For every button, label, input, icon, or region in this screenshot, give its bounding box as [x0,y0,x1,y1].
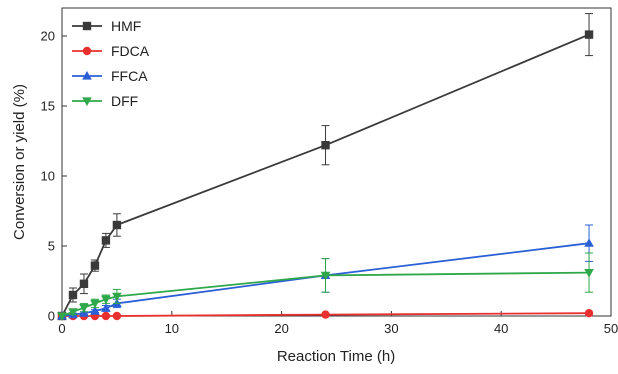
legend-item-hmf: HMF [72,18,141,34]
data-point-dff [584,269,594,278]
y-tick-label: 20 [41,29,55,44]
x-tick-label: 20 [274,321,288,336]
data-point-hmf [90,261,100,270]
data-point-dff [68,308,78,317]
x-tick-label: 40 [494,321,508,336]
y-tick-label: 0 [48,309,55,324]
series-layer [57,13,594,321]
data-point-dff [101,295,111,305]
legend-label-ffca: FFCA [111,68,148,84]
x-tick-label: 50 [604,321,618,336]
data-point-hmf [584,30,594,39]
data-point-dff [90,299,100,309]
x-tick-label: 30 [384,321,398,336]
legend-label-hmf: HMF [111,18,141,34]
y-tick-label: 5 [48,239,55,254]
series-dff [57,252,594,321]
data-point-fdca [584,309,594,318]
x-axis-label: Reaction Time (h) [277,348,395,365]
data-point-dff [320,271,331,281]
x-tick-label: 10 [165,321,179,336]
legend-marker-dff [82,97,92,106]
y-tick-label: 15 [41,99,55,114]
data-point-dff [112,292,122,302]
data-point-hmf [101,236,111,245]
ticks-layer: 0 10 20 30 40 50 0 5 10 15 20 [41,29,618,337]
data-point-hmf [79,279,89,288]
legend-item-dff: DFF [72,93,138,109]
series-fdca [57,309,594,321]
data-point-hmf [68,290,78,300]
data-point-fdca [101,311,111,321]
y-tick-label: 10 [41,169,55,184]
legend-item-ffca: FFCA [72,68,148,84]
data-point-fdca [321,310,330,319]
series-hmf [57,13,594,321]
data-point-hmf [321,141,330,150]
data-point-ffca [101,303,111,312]
legend-marker-ffca [82,71,92,80]
x-tick-label: 0 [58,321,65,336]
plot-frame [61,7,612,317]
legend-item-fdca: FDCA [72,43,150,59]
data-point-hmf [112,220,122,230]
data-point-dff [57,312,67,321]
legend-label-fdca: FDCA [111,43,150,59]
data-point-dff [79,304,89,313]
legend-label-dff: DFF [111,93,138,109]
data-point-ffca [584,238,594,247]
legend-marker-fdca [82,46,92,56]
y-axis-label: Conversion or yield (%) [11,84,28,240]
data-point-ffca [90,306,100,315]
data-point-fdca [112,311,122,321]
legend-marker-hmf [82,21,92,31]
legend: HMF FDCA FFCA DFF [72,18,150,109]
